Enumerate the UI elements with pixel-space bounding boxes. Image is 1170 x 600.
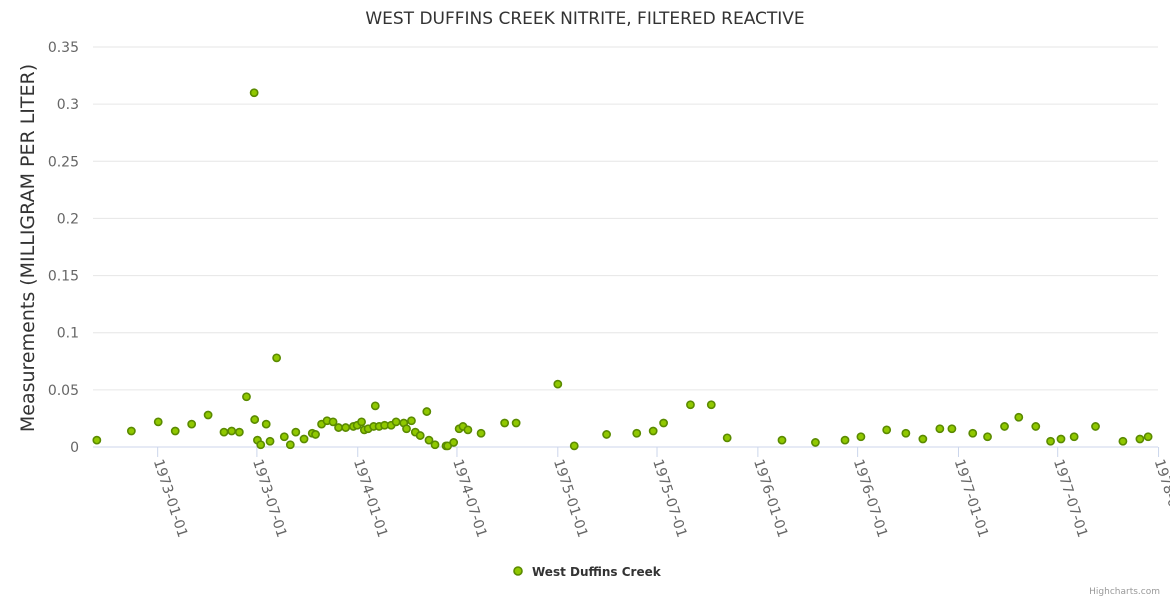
x-tick-label: 1976-01-01	[750, 457, 790, 539]
data-point	[256, 440, 266, 450]
y-tick-label: 0.25	[48, 154, 79, 170]
data-point	[553, 379, 563, 389]
x-axis: 1973-01-01 1973-07-01 1974-01-01 1974-07-01…	[93, 446, 1170, 540]
y-tick-label: 0.05	[48, 383, 79, 399]
x-tick-label: 1977-07-01	[1050, 457, 1090, 539]
data-point	[1046, 436, 1055, 446]
data-point	[840, 435, 850, 445]
data-point	[1143, 432, 1153, 442]
y-tick-label: 0.15	[48, 269, 79, 285]
data-point	[126, 426, 136, 436]
data-point	[334, 423, 343, 432]
x-tick-label: 1973-07-01	[249, 457, 289, 539]
data-point	[1069, 432, 1079, 442]
x-tick-label: 1975-07-01	[649, 457, 689, 539]
data-point	[402, 424, 411, 434]
credits-link[interactable]: Highcharts.com	[1089, 587, 1160, 597]
y-tick-label: 0.35	[48, 40, 79, 56]
data-point	[242, 392, 251, 402]
data-point	[299, 434, 309, 444]
data-point	[1091, 422, 1100, 431]
data-point	[415, 431, 425, 440]
legend[interactable]: West Duffins Creek	[513, 565, 662, 579]
data-point	[935, 424, 945, 434]
data-point	[632, 428, 642, 438]
data-point	[1031, 422, 1041, 431]
data-point	[500, 418, 510, 428]
data-point	[856, 432, 866, 442]
data-point	[153, 417, 163, 427]
y-axis-label: Measurements (MILLIGRAM PER LITER)	[17, 64, 39, 432]
data-point	[234, 427, 244, 437]
data-point	[92, 435, 102, 445]
data-point	[279, 432, 289, 442]
data-point	[170, 426, 180, 436]
data-point	[341, 423, 351, 432]
data-point	[1118, 436, 1128, 446]
data-point	[918, 434, 928, 444]
data-point	[901, 428, 911, 438]
data-point	[602, 430, 611, 439]
data-point	[706, 400, 716, 410]
data-point	[370, 401, 380, 411]
data-point	[722, 433, 732, 443]
y-tick-label: 0.1	[57, 326, 79, 342]
data-point	[968, 428, 978, 438]
data-point	[203, 410, 213, 420]
chart-title: WEST DUFFINS CREEK NITRITE, FILTERED REA…	[365, 9, 804, 29]
data-point	[1000, 422, 1009, 431]
x-tick-label: 1973-01-01	[150, 457, 190, 539]
data-point	[430, 440, 440, 450]
data-point	[463, 425, 473, 435]
data-point	[424, 435, 434, 445]
data-point	[187, 419, 197, 429]
data-point	[686, 400, 695, 410]
x-tick-label: 1974-07-01	[449, 457, 489, 539]
data-point	[285, 440, 295, 450]
data-point	[511, 418, 521, 428]
data-point	[219, 427, 229, 437]
data-point	[476, 428, 486, 438]
y-tick-label: 0.2	[57, 211, 79, 227]
data-point	[569, 441, 579, 451]
data-point	[449, 438, 459, 447]
legend-marker	[513, 566, 523, 576]
data-point	[272, 353, 282, 363]
data-point	[291, 427, 301, 437]
data-point	[407, 416, 416, 426]
data-point	[311, 430, 320, 439]
data-point	[1135, 434, 1145, 444]
data-point	[249, 88, 259, 98]
data-point	[777, 435, 787, 445]
data-point	[1014, 412, 1024, 422]
data-point	[983, 432, 992, 442]
data-point	[227, 426, 237, 436]
data-point	[811, 438, 820, 447]
x-tick-label: 1975-01-01	[550, 457, 590, 539]
data-point	[1056, 434, 1066, 444]
x-tick-label: 1978-01-01	[1151, 457, 1170, 539]
legend-label[interactable]: West Duffins Creek	[532, 565, 662, 579]
data-point	[947, 424, 957, 434]
data-point	[357, 417, 366, 427]
y-axis-ticks: 0 0.05 0.1 0.15 0.2 0.25 0.3 0.35	[48, 40, 79, 456]
x-tick-label: 1976-07-01	[850, 457, 890, 539]
data-points	[92, 88, 1153, 451]
data-point	[882, 425, 892, 435]
y-tick-label: 0.3	[57, 97, 79, 113]
data-point	[250, 415, 260, 424]
x-tick-label: 1977-01-01	[951, 457, 991, 539]
y-tick-label: 0	[70, 440, 79, 456]
data-point	[422, 407, 432, 416]
data-point	[261, 419, 271, 429]
data-point	[328, 417, 338, 427]
data-point	[648, 426, 658, 436]
x-tick-label: 1974-01-01	[350, 457, 390, 539]
data-point	[391, 417, 401, 427]
data-point	[659, 418, 668, 428]
data-point	[265, 436, 275, 446]
grid-lines	[93, 46, 1158, 448]
